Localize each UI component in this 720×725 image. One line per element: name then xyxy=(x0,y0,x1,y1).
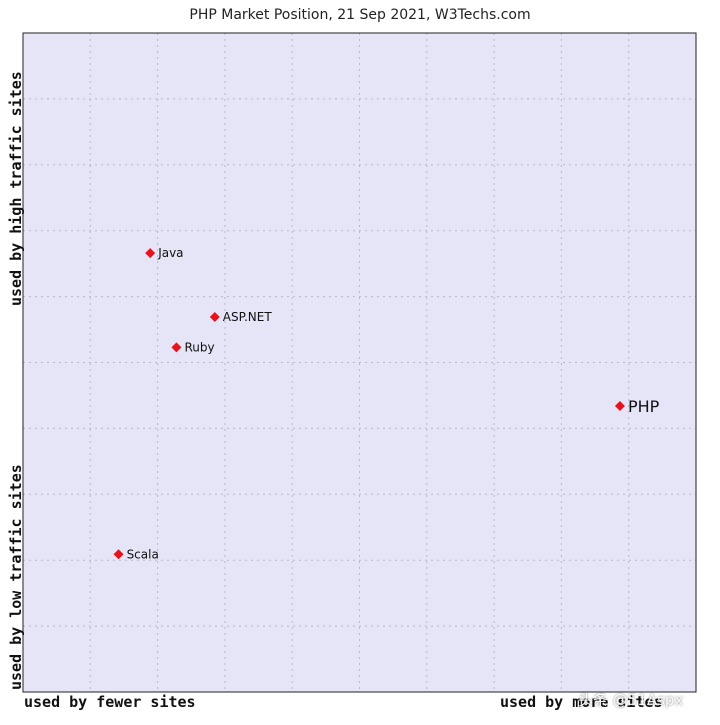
y-axis-label-low: used by low traffic sites xyxy=(7,464,25,690)
x-axis-label-more: used by more sites xyxy=(500,693,663,711)
point-label: Scala xyxy=(127,547,159,561)
plot-border xyxy=(22,32,697,693)
data-point-php: PHP xyxy=(614,397,660,416)
data-point-asp-net: ASP.NET xyxy=(209,310,273,324)
point-label: ASP.NET xyxy=(223,310,273,324)
point-marker xyxy=(145,248,156,259)
grid-lines xyxy=(23,33,696,692)
point-marker xyxy=(113,549,124,560)
data-point-java: Java xyxy=(145,246,184,260)
chart-title: PHP Market Position, 21 Sep 2021, W3Tech… xyxy=(189,7,531,23)
point-marker xyxy=(614,400,625,411)
data-point-ruby: Ruby xyxy=(171,340,215,354)
point-marker xyxy=(171,342,182,353)
point-label: PHP xyxy=(628,397,660,416)
point-label: Ruby xyxy=(184,340,214,354)
watermark: 头条 @51Aspx xyxy=(578,691,684,709)
point-marker xyxy=(209,312,220,323)
data-points: Java ASP.NET Ruby PHP Scala xyxy=(113,246,660,561)
y-axis-label-high: used by high traffic sites xyxy=(7,71,25,306)
data-point-scala: Scala xyxy=(113,547,159,561)
point-label: Java xyxy=(157,246,183,260)
x-axis-label-fewer: used by fewer sites xyxy=(24,693,196,711)
